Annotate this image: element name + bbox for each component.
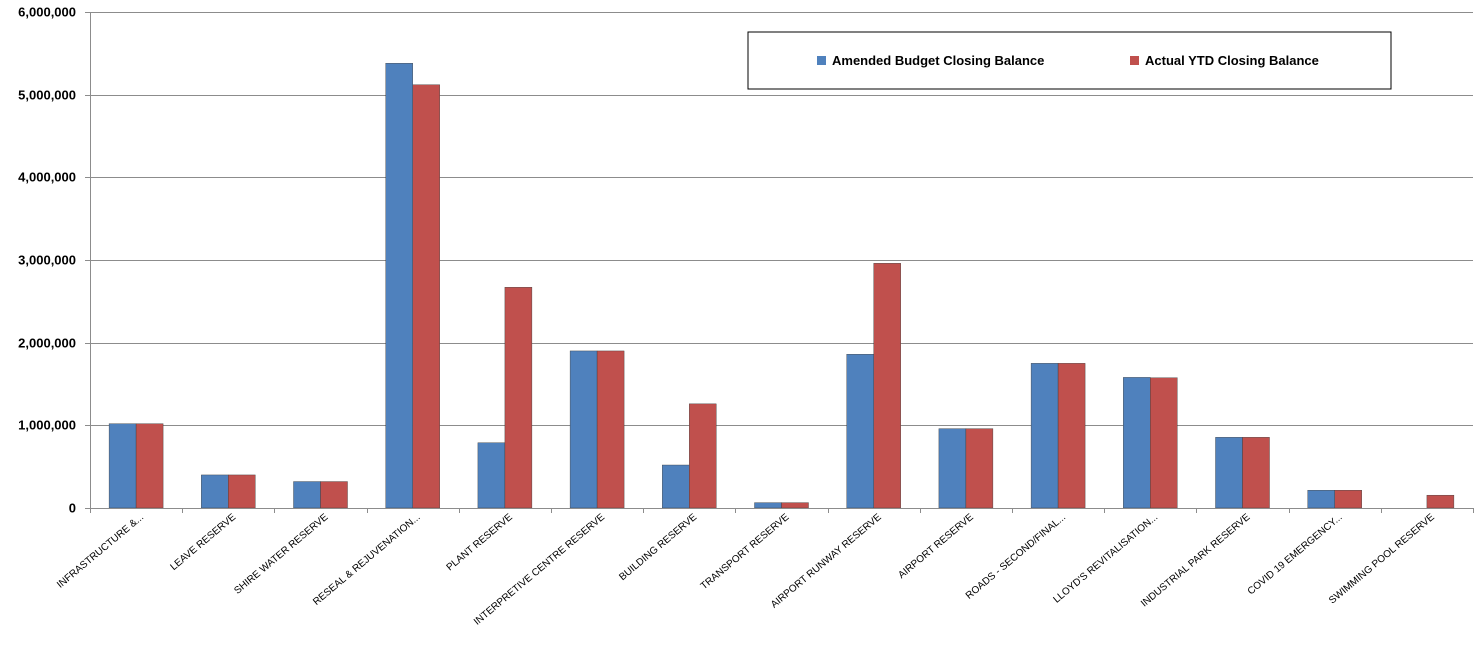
y-axis-tick-labels: 0 1,000,000 2,000,000 3,000,000 4,000,000 5,0…: [18, 5, 76, 516]
x-category-label: TRANSPORT RESERVE: [699, 512, 792, 592]
bar-actual-ytd-closing-balance-infrastructure: [135, 423, 164, 509]
bar-amended-budget-closing-balance-airport-reserve: [938, 428, 967, 509]
bar-amended-budget-closing-balance-industrial-park-reserve: [1215, 437, 1243, 509]
bar-actual-ytd-closing-balance-reseal-rejuvenation: [412, 84, 440, 509]
legend-label-actual-ytd: Actual YTD Closing Balance: [1145, 53, 1319, 68]
x-category-label: INFRASTRUCTURE &...: [55, 512, 146, 591]
legend-label-amended-budget: Amended Budget Closing Balance: [832, 53, 1044, 68]
bar-actual-ytd-closing-balance-industrial-park-reserve: [1242, 437, 1270, 509]
gridlines: [90, 12, 1473, 426]
bar-amended-budget-closing-balance-interpretive-centre-reserve: [569, 350, 598, 509]
bar-actual-ytd-closing-balance-shire-water-reserve: [320, 481, 348, 509]
bar-amended-budget-closing-balance-shire-water-reserve: [293, 481, 321, 509]
x-category-label: AIRPORT RESERVE: [896, 512, 976, 581]
x-category-label: BUILDING RESERVE: [617, 512, 699, 583]
bar-amended-budget-closing-balance-reseal-rejuvenation: [385, 63, 413, 509]
bar-actual-ytd-closing-balance-airport-runway-reserve: [873, 263, 901, 509]
y-tick-label: 2,000,000: [18, 336, 76, 351]
bar-amended-budget-closing-balance-transport-reserve: [754, 502, 782, 509]
bar-amended-budget-closing-balance-roads-second-final: [1030, 363, 1059, 509]
bar-amended-budget-closing-balance-plant-reserve: [477, 442, 506, 509]
bar-actual-ytd-closing-balance-transport-reserve: [781, 502, 809, 509]
y-tick-label: 1,000,000: [18, 418, 76, 433]
bar-amended-budget-closing-balance-covid-19-emergency: [1307, 490, 1335, 509]
bars: [108, 63, 1455, 509]
legend-swatch-amended-budget: [817, 56, 826, 65]
legend-box: [747, 31, 1392, 90]
x-category-label: COVID 19 EMERGENCY...: [1246, 512, 1345, 597]
bar-actual-ytd-closing-balance-building-reserve: [689, 403, 717, 509]
x-category-label: RESEAL & REJUVENATION...: [311, 512, 422, 608]
x-category-label: LEAVE RESERVE: [168, 512, 238, 573]
x-category-label: INDUSTRIAL PARK RESERVE: [1139, 512, 1253, 610]
x-category-label: PLANT RESERVE: [445, 512, 515, 574]
y-tick-label: 3,000,000: [18, 253, 76, 268]
x-category-label: SHIRE WATER RESERVE: [232, 512, 330, 597]
bar-amended-budget-closing-balance-infrastructure: [108, 423, 137, 509]
bar-actual-ytd-closing-balance-covid-19-emergency: [1334, 490, 1362, 509]
bar-actual-ytd-closing-balance-lloyd-s-revitalisation: [1150, 377, 1178, 509]
bar-actual-ytd-closing-balance-leave-reserve: [228, 474, 256, 509]
y-tick-label: 5,000,000: [18, 88, 76, 103]
bar-amended-budget-closing-balance-building-reserve: [662, 464, 690, 509]
bar-actual-ytd-closing-balance-plant-reserve: [504, 287, 533, 509]
y-tick-label: 6,000,000: [18, 5, 76, 20]
bar-amended-budget-closing-balance-leave-reserve: [201, 474, 229, 509]
bar-actual-ytd-closing-balance-airport-reserve: [965, 428, 994, 509]
axes: [85, 12, 1474, 513]
legend-swatch-actual-ytd: [1130, 56, 1139, 65]
x-category-label: AIRPORT RUNWAY RESERVE: [769, 512, 884, 611]
x-category-label: LLOYD'S REVITALISATION...: [1052, 512, 1161, 606]
bar-actual-ytd-closing-balance-swimming-pool-reserve: [1426, 494, 1455, 509]
x-category-label: SWIMMING POOL RESERVE: [1327, 512, 1437, 607]
x-category-label: ROADS - SECOND/FINAL...: [964, 512, 1068, 602]
bar-actual-ytd-closing-balance-roads-second-final: [1057, 363, 1086, 509]
y-tick-label: 0: [69, 501, 76, 516]
legend: Amended Budget Closing Balance Actual YT…: [747, 31, 1392, 90]
y-tick-label: 4,000,000: [18, 170, 76, 185]
bar-amended-budget-closing-balance-lloyd-s-revitalisation: [1123, 377, 1151, 509]
bar-amended-budget-closing-balance-airport-runway-reserve: [846, 354, 874, 509]
bar-actual-ytd-closing-balance-interpretive-centre-reserve: [596, 350, 625, 509]
